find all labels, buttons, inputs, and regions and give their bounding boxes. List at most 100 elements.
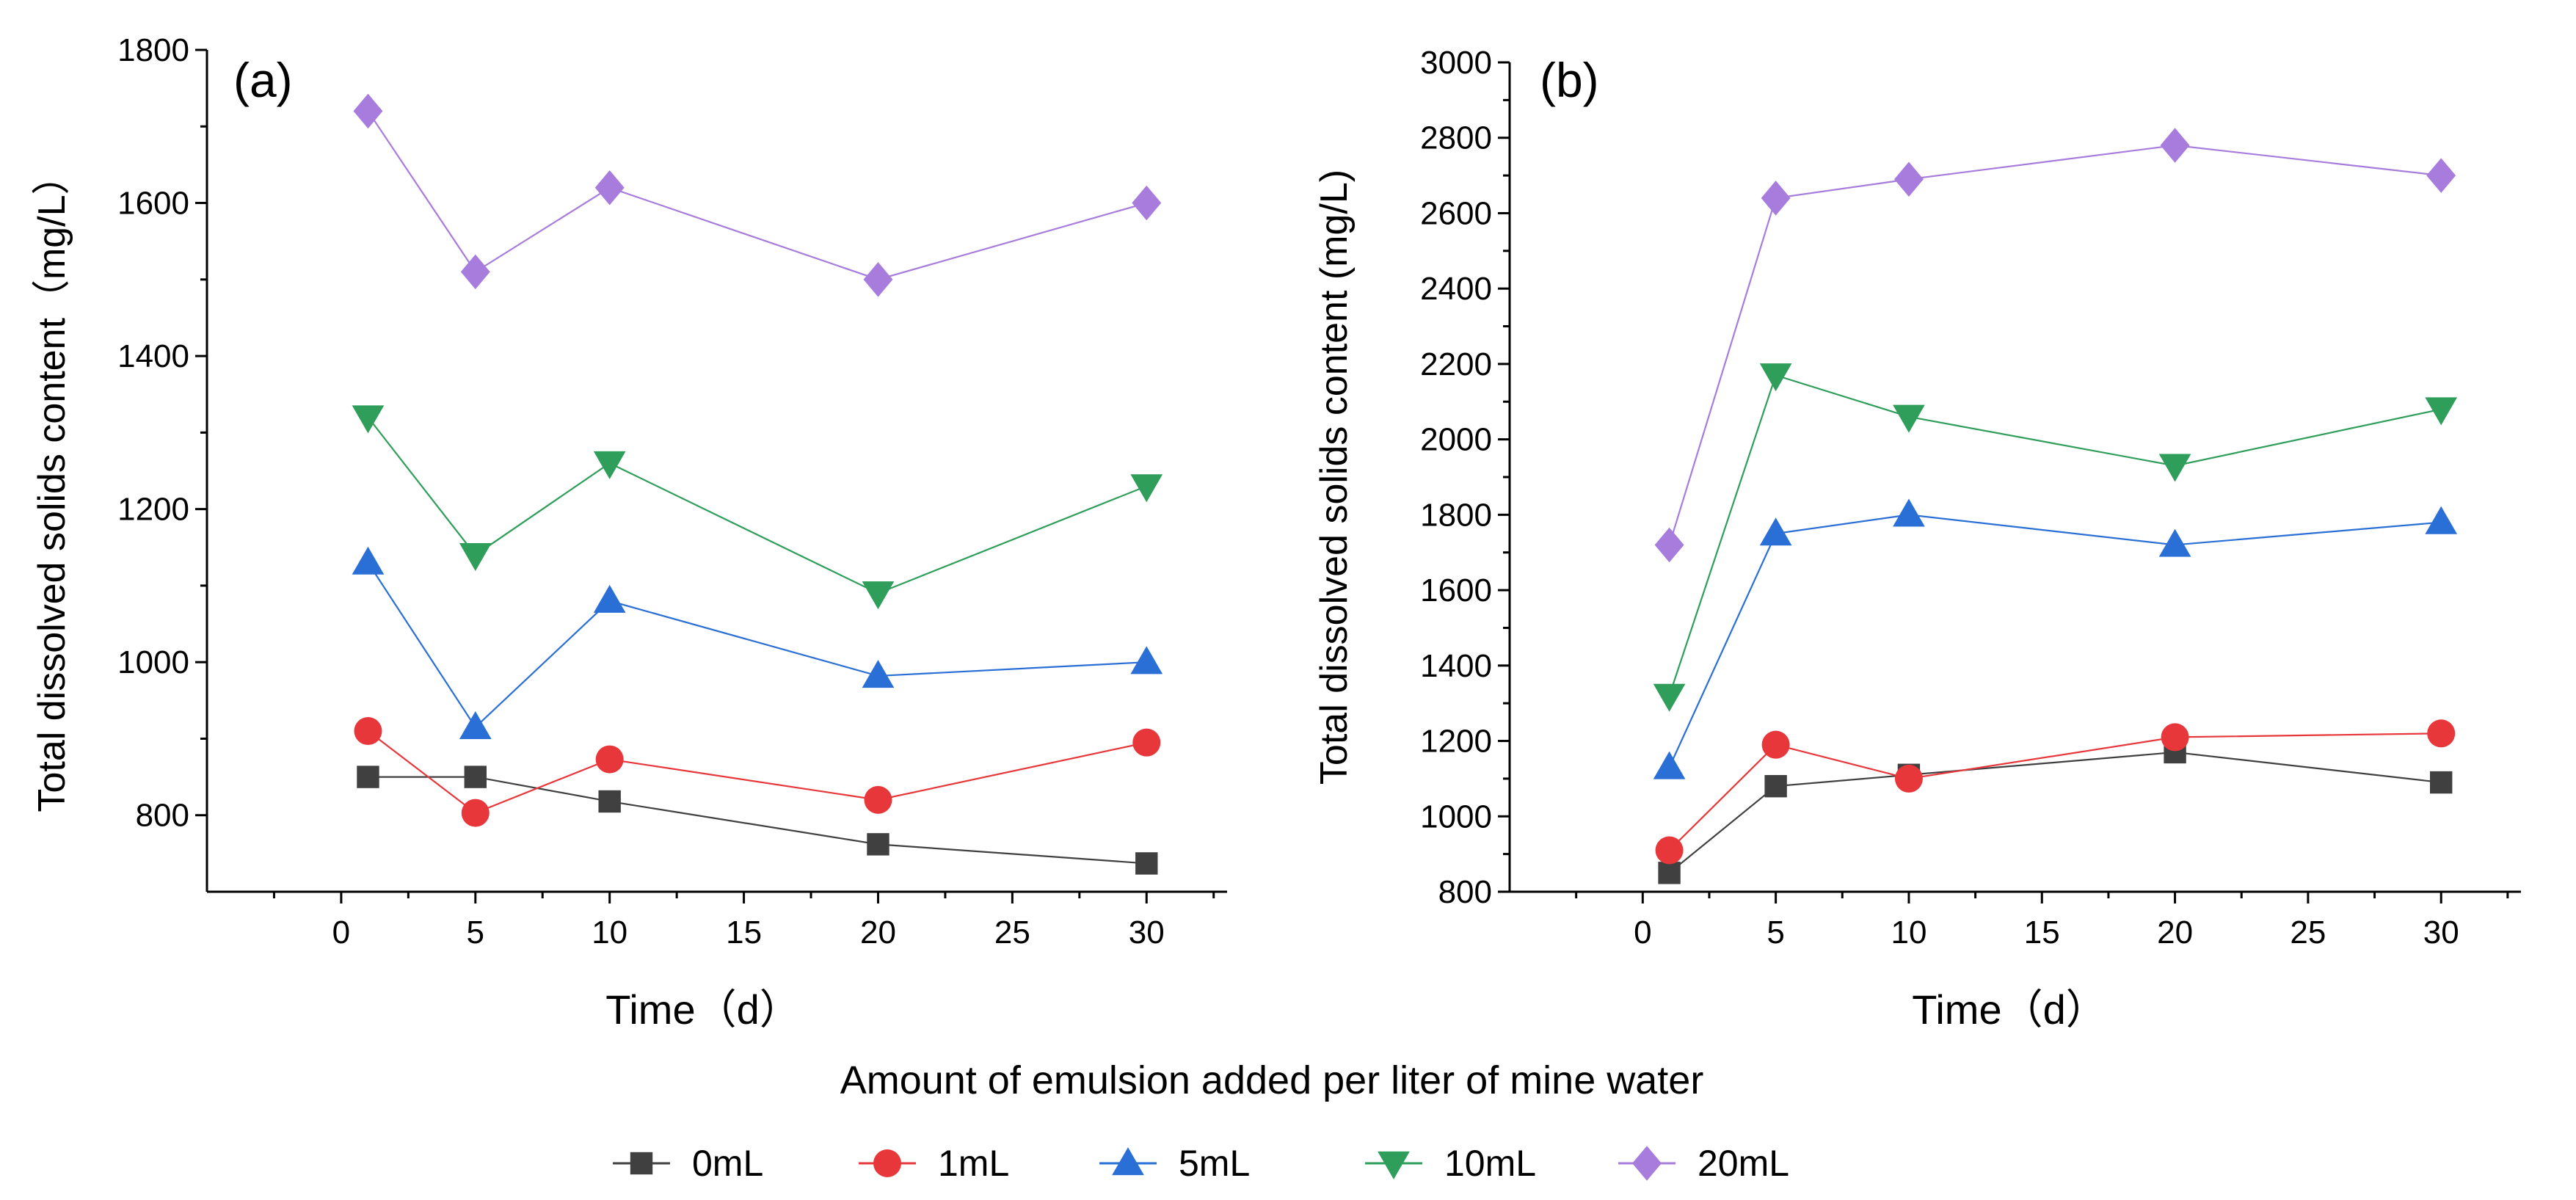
panel-a-point-10mL xyxy=(862,581,895,610)
panel-b-y-tick-label: 1800 xyxy=(1420,497,1492,533)
panel-b-y-tick-label: 2400 xyxy=(1420,271,1492,307)
panel-a-series-line-20mL xyxy=(367,110,1147,280)
panel-b-x-axis-label: Time（d） xyxy=(1912,986,2107,1033)
panel-b-point-1mL xyxy=(1761,730,1790,759)
panel-a-series-line-5mL xyxy=(367,562,1147,729)
panel-a-point-1mL xyxy=(595,745,624,774)
legend-swatch-marker xyxy=(873,1149,901,1177)
legend-swatch-marker xyxy=(630,1152,653,1175)
panel-a-y-axis-label: Total dissolved solids content（mg/L） xyxy=(31,156,73,812)
panel-b-y-tick-label: 2600 xyxy=(1420,195,1492,231)
panel-b-point-1mL xyxy=(2161,723,2189,752)
panel-a-x-tick-label: 20 xyxy=(860,914,896,950)
panel-a-point-5mL xyxy=(1130,646,1163,674)
panel-a-point-5mL xyxy=(459,710,492,739)
panel-a-point-1mL xyxy=(864,785,892,814)
panel-b-point-5mL xyxy=(2425,506,2458,534)
panel-a-point-20mL xyxy=(460,254,490,290)
panel-b-point-20mL xyxy=(1654,527,1684,563)
panel-b-point-10mL xyxy=(1759,363,1792,392)
legend-swatch-marker xyxy=(1632,1146,1662,1181)
panel-b-y-tick-label: 1600 xyxy=(1420,572,1492,608)
legend-swatch-marker xyxy=(1378,1151,1410,1179)
panel-b-point-0mL xyxy=(2430,771,2453,794)
panel-b-point-10mL xyxy=(1893,404,1925,433)
legend-item-label: 0mL xyxy=(692,1143,763,1184)
panel-a-y-tick-label: 1400 xyxy=(117,338,189,374)
panel-a-point-5mL xyxy=(593,584,626,613)
panel-b-point-1mL xyxy=(1894,764,1923,793)
panel-a-point-5mL xyxy=(352,546,385,575)
panel-a-x-tick-label: 10 xyxy=(592,914,627,950)
panel-a-point-10mL xyxy=(352,405,385,434)
panel-b-x-tick-label: 20 xyxy=(2157,914,2193,950)
panel-b-point-1mL xyxy=(1655,836,1684,865)
panel-a-x-axis-label: Time（d） xyxy=(605,986,801,1033)
legend-item-label: 1mL xyxy=(938,1143,1009,1184)
panel-a: (a) Total dissolved solids content（mg/L）… xyxy=(31,32,1227,1033)
legend-item-label: 5mL xyxy=(1179,1143,1250,1184)
panel-a-series-line-10mL xyxy=(367,416,1147,594)
panel-b-point-5mL xyxy=(1653,751,1686,779)
panel-a-point-0mL xyxy=(464,766,487,788)
panel-b-label: (b) xyxy=(1540,53,1599,107)
legend: Amount of emulsion added per liter of mi… xyxy=(613,1058,1789,1184)
panel-a-y-tick-label: 1600 xyxy=(117,186,189,222)
panel-b-point-0mL xyxy=(1764,774,1787,798)
panel-a-point-1mL xyxy=(354,717,382,746)
legend-item-label: 20mL xyxy=(1698,1143,1789,1184)
panel-a-point-5mL xyxy=(862,660,895,688)
panel-b-y-tick-label: 1200 xyxy=(1420,724,1492,760)
panel-a-point-20mL xyxy=(353,93,383,129)
panel-b-point-10mL xyxy=(2158,454,2191,482)
panel-a-x-tick-label: 25 xyxy=(994,914,1030,950)
legend-item-label: 10mL xyxy=(1444,1143,1536,1184)
panel-b-x-tick-label: 10 xyxy=(1891,914,1926,950)
panel-b-series-line-0mL xyxy=(1668,751,2442,874)
panel-b-point-20mL xyxy=(2160,128,2190,163)
panel-a-x-tick-label: 30 xyxy=(1129,914,1165,950)
legend-swatch-marker xyxy=(1112,1147,1144,1176)
panel-b-y-tick-label: 1000 xyxy=(1420,799,1492,834)
panel-b-point-5mL xyxy=(1759,517,1792,546)
panel-a-point-20mL xyxy=(1132,185,1162,221)
panel-a-point-0mL xyxy=(867,833,889,856)
panel-b-y-axis-label: Total dissolved solids content (mg/L) xyxy=(1313,170,1356,785)
panel-a-label: (a) xyxy=(233,53,293,107)
panel-b-y-tick-label: 3000 xyxy=(1420,45,1492,81)
panel-b-series-line-5mL xyxy=(1668,514,2442,768)
panel-a-point-20mL xyxy=(863,262,893,297)
panel-a-y-tick-label: 1000 xyxy=(117,644,189,680)
panel-b-y-tick-label: 1400 xyxy=(1420,648,1492,684)
panel-a-y-tick-label: 1200 xyxy=(117,492,189,528)
panel-a-point-0mL xyxy=(1135,852,1158,875)
panel-b-point-5mL xyxy=(2158,528,2191,557)
panel-a-point-1mL xyxy=(1132,728,1161,757)
panel-a-point-0mL xyxy=(598,790,621,813)
panel-a-y-tick-label: 1800 xyxy=(117,32,189,68)
panel-a-point-10mL xyxy=(593,451,626,479)
legend-title: Amount of emulsion added per liter of mi… xyxy=(840,1058,1704,1102)
panel-b-point-20mL xyxy=(1761,181,1791,216)
panel-b-point-20mL xyxy=(1893,161,1924,197)
panel-b-x-tick-label: 5 xyxy=(1767,914,1784,950)
panel-b-point-5mL xyxy=(1893,498,1925,527)
panel-a-point-20mL xyxy=(594,170,625,206)
panel-b-point-10mL xyxy=(2425,397,2458,426)
panel-b-point-10mL xyxy=(1653,683,1686,712)
panel-b-x-tick-label: 25 xyxy=(2290,914,2326,950)
panel-b-y-tick-label: 800 xyxy=(1438,874,1492,910)
panel-a-x-tick-label: 5 xyxy=(467,914,484,950)
panel-b-x-tick-label: 30 xyxy=(2423,914,2459,950)
panel-b: (b) Total dissolved solids content (mg/L… xyxy=(1313,45,2521,1033)
panel-b-y-tick-label: 2800 xyxy=(1420,120,1492,156)
panel-b-series-line-20mL xyxy=(1668,144,2442,545)
panel-a-point-10mL xyxy=(1130,474,1163,503)
panel-b-point-1mL xyxy=(2427,719,2456,748)
panel-b-x-tick-label: 0 xyxy=(1634,914,1651,950)
panel-a-point-1mL xyxy=(461,799,490,827)
panel-a-point-10mL xyxy=(459,543,492,572)
panel-b-y-tick-label: 2200 xyxy=(1420,346,1492,382)
